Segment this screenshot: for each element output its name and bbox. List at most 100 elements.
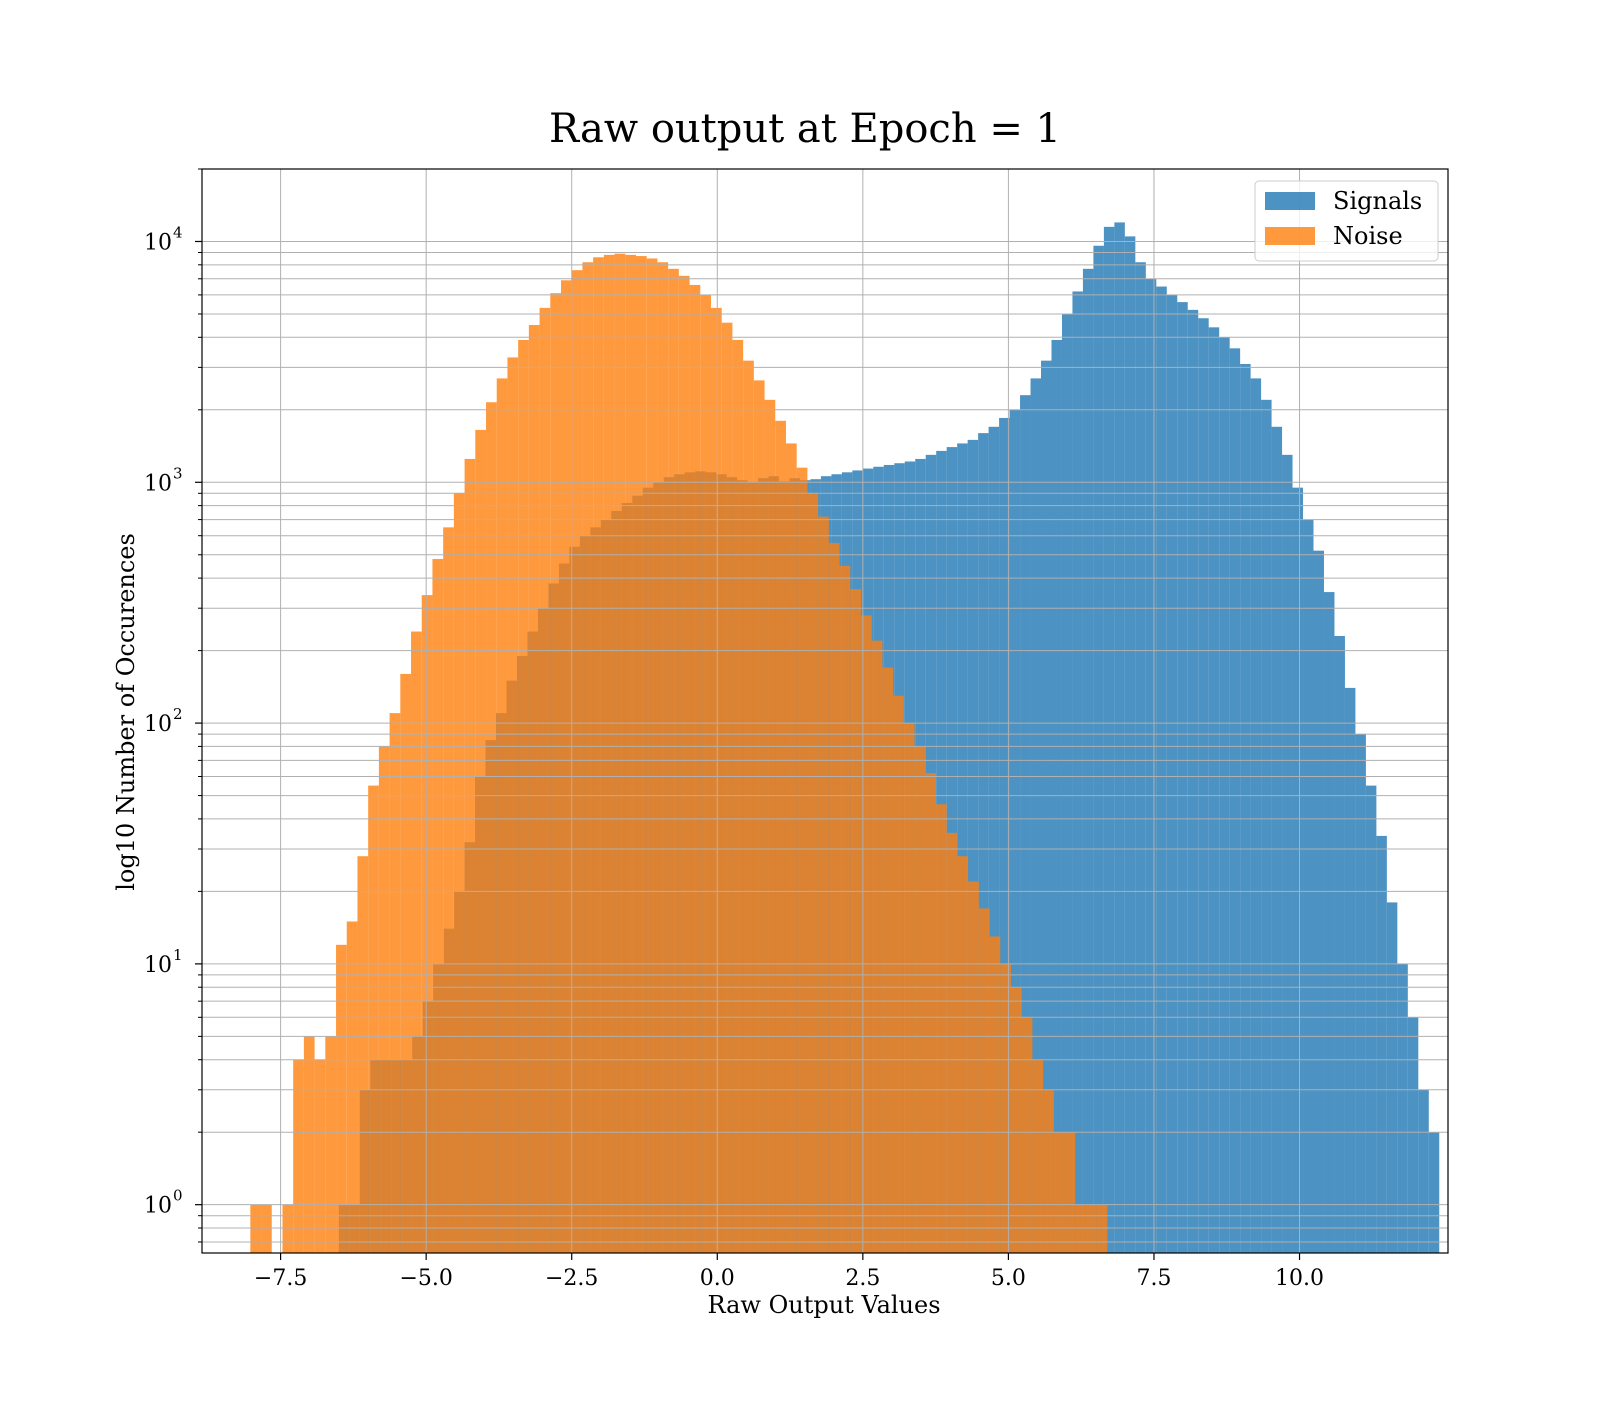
bar-noise: [539, 307, 551, 1253]
chart-legend: Signals Noise: [1254, 180, 1439, 262]
bar-noise: [314, 1059, 326, 1253]
bar-noise: [443, 527, 454, 1253]
bar-noise: [1064, 1132, 1076, 1253]
x-tick-label: 7.5: [1136, 1266, 1171, 1291]
bar-noise: [732, 339, 744, 1254]
bar-noise: [925, 773, 936, 1253]
bar-signals: [1271, 426, 1283, 1253]
bar-noise: [389, 713, 401, 1253]
bar-noise: [346, 921, 358, 1253]
bar-signals: [1072, 291, 1083, 1254]
bar-noise: [528, 324, 540, 1253]
bar-signals: [1061, 313, 1073, 1254]
bar-noise: [593, 257, 604, 1253]
bar-noise: [753, 380, 765, 1253]
bar-noise: [1032, 1059, 1044, 1253]
bar-noise: [700, 294, 711, 1253]
chart-title: Raw output at Epoch = 1: [549, 106, 1061, 152]
x-axis-label: Raw Output Values: [707, 1291, 940, 1319]
bar-signals: [1344, 687, 1356, 1253]
bar-signals: [1418, 1089, 1429, 1253]
bar-noise: [250, 1204, 262, 1253]
y-tick-label: 10: [144, 712, 172, 737]
bar-signals: [978, 433, 989, 1253]
bar-signals: [1303, 519, 1314, 1253]
bar-noise: [507, 357, 519, 1253]
bar-signals: [1135, 262, 1146, 1253]
bar-noise: [1000, 963, 1011, 1253]
bar-signals: [1282, 454, 1293, 1254]
bar-signals: [1313, 550, 1324, 1253]
bar-noise: [357, 856, 369, 1253]
bar-signals: [1187, 309, 1199, 1253]
bar-noise: [411, 631, 422, 1253]
bar-noise: [668, 268, 679, 1253]
bar-noise: [935, 804, 947, 1253]
bar-signals: [988, 426, 1000, 1253]
bar-noise: [293, 1059, 304, 1253]
bar-noise: [978, 908, 990, 1253]
bar-noise: [1010, 987, 1022, 1253]
bar-noise: [1085, 1204, 1097, 1253]
bar-noise: [1053, 1132, 1065, 1253]
legend-swatch-noise: [1265, 227, 1315, 245]
bar-noise: [614, 253, 626, 1254]
bar-noise: [464, 458, 476, 1253]
bar-signals: [1355, 734, 1366, 1253]
bar-noise: [1096, 1204, 1108, 1253]
bar-signals: [1376, 835, 1387, 1253]
x-tick-label: 5.0: [991, 1266, 1026, 1291]
legend-label-signals: Signals: [1333, 187, 1422, 215]
bar-signals: [1041, 360, 1052, 1253]
bar-signals: [1051, 339, 1062, 1254]
y-tick-label: 10: [144, 471, 172, 496]
series-noise-bars: [250, 253, 1108, 1254]
bar-noise: [368, 785, 379, 1253]
y-tick-exponent: 0: [173, 1187, 183, 1205]
bar-noise: [657, 262, 669, 1253]
bar-signals: [1261, 399, 1272, 1254]
bar-noise: [968, 881, 979, 1253]
x-tick-label: 2.5: [845, 1266, 880, 1291]
bar-signals: [1156, 286, 1167, 1253]
legend-swatch-signals: [1265, 192, 1315, 210]
bar-noise: [603, 254, 615, 1254]
bar-signals: [1334, 635, 1345, 1253]
bar-noise: [636, 256, 647, 1253]
bar-noise: [871, 640, 883, 1253]
bar-signals: [1177, 302, 1188, 1253]
legend-label-noise: Noise: [1333, 222, 1403, 250]
bar-noise: [582, 262, 594, 1253]
bar-signals: [1208, 327, 1220, 1254]
bar-noise: [711, 307, 722, 1253]
bar-signals: [1250, 378, 1262, 1253]
bar-signals: [1240, 363, 1251, 1254]
y-tick-exponent: 1: [173, 946, 183, 964]
bar-noise: [378, 746, 390, 1253]
bar-noise: [839, 565, 851, 1253]
bar-noise: [561, 280, 572, 1253]
bar-signals: [1103, 226, 1115, 1253]
bar-noise: [453, 493, 465, 1253]
bar-noise: [550, 293, 562, 1253]
bar-signals: [1030, 378, 1042, 1253]
axes-frame: [201, 168, 1449, 1254]
bar-signals: [999, 417, 1010, 1253]
bar-noise: [818, 516, 829, 1253]
bar-noise: [625, 254, 636, 1254]
bar-signals: [957, 443, 968, 1253]
bar-noise: [775, 420, 786, 1253]
y-tick-label: 10: [144, 953, 172, 978]
bar-signals: [1166, 294, 1178, 1253]
bar-noise: [486, 402, 497, 1253]
grid-lines: [202, 168, 1448, 1253]
bar-noise: [261, 1204, 272, 1253]
y-axis-label: log10 Number of Occurences: [112, 533, 140, 891]
bar-noise: [678, 275, 690, 1254]
bar-signals: [1082, 268, 1094, 1253]
bar-signals: [1009, 409, 1021, 1253]
bar-signals: [1229, 348, 1241, 1254]
x-tick-label: −5.0: [399, 1266, 452, 1291]
